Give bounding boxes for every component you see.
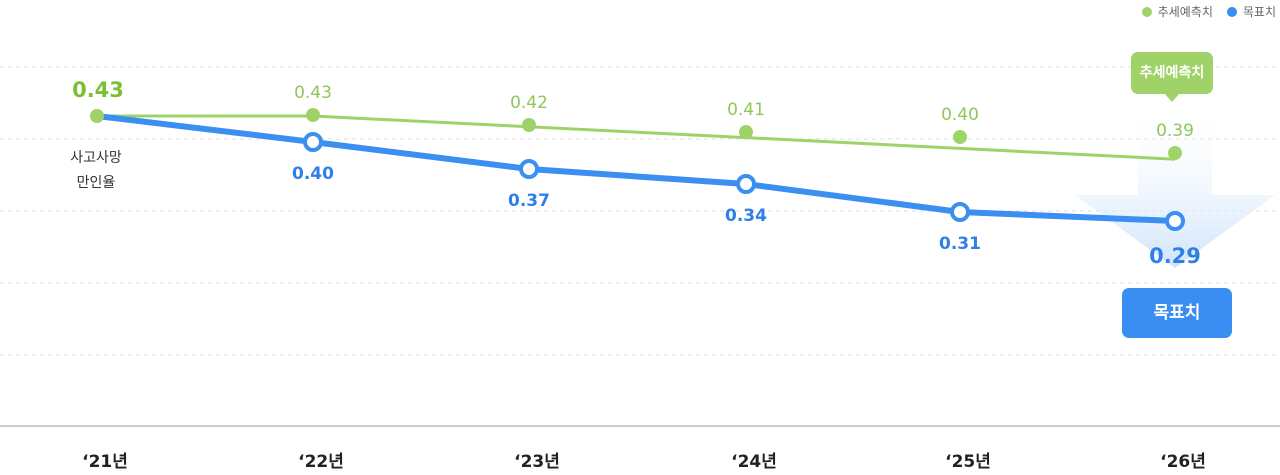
target-arrow xyxy=(1075,100,1275,268)
x-tick-label: ‘22년 xyxy=(298,452,344,472)
target-point xyxy=(950,202,970,222)
target-data-label: 0.29 xyxy=(1149,244,1201,268)
x-axis-ticks: ‘21년 ‘22년 ‘23년 ‘24년 ‘25년 ‘26년 xyxy=(82,452,1206,472)
series-lines xyxy=(90,108,1185,231)
data-labels: 0.43 0.42 0.41 0.40 0.39 0.40 0.37 0.34 0.31 0.29… xyxy=(72,78,1201,268)
grid-lines xyxy=(0,66,1280,427)
trend-data-label: 0.42 xyxy=(510,93,548,113)
down-arrow-shape xyxy=(1075,100,1275,268)
trend-data-label: 0.41 xyxy=(727,100,765,120)
x-tick-label: ‘25년 xyxy=(945,452,991,472)
trend-series-line xyxy=(97,114,1176,161)
target-point xyxy=(736,174,756,194)
y-axis-label: 사고사망 만인율 xyxy=(58,146,134,196)
trend-data-label: 0.43 xyxy=(294,83,332,103)
trend-data-label: 0.39 xyxy=(1156,121,1194,141)
x-tick-label: ‘26년 xyxy=(1160,452,1206,472)
target-callout-badge: 목표치 xyxy=(1122,288,1232,338)
trend-point xyxy=(953,130,967,144)
target-point xyxy=(519,159,539,179)
x-tick-label: ‘21년 xyxy=(82,452,128,472)
legend-dot-target xyxy=(1226,6,1237,17)
target-series-line xyxy=(96,113,1176,224)
y-axis-label-line-1: 사고사망 xyxy=(70,150,122,166)
legend: 추세예측치 목표치 xyxy=(1141,3,1276,20)
trend-point xyxy=(522,118,536,132)
legend-label-trend: 추세예측치 xyxy=(1157,5,1213,19)
legend-item-trend: 추세예측치 xyxy=(1141,3,1213,20)
target-data-label: 0.40 xyxy=(292,164,334,184)
trend-point xyxy=(90,109,104,123)
trend-callout-badge: 추세예측치 xyxy=(1131,52,1213,102)
target-data-label: 0.37 xyxy=(508,191,550,211)
trend-point xyxy=(1168,146,1182,160)
trend-point xyxy=(306,108,320,122)
legend-item-target: 목표치 xyxy=(1226,3,1276,20)
y-axis-label-line-2: 만인율 xyxy=(76,175,116,191)
trend-data-label: 0.40 xyxy=(941,105,979,125)
target-data-label: 0.31 xyxy=(939,234,981,254)
target-data-label: 0.34 xyxy=(725,206,767,226)
x-tick-label: ‘24년 xyxy=(731,452,777,472)
legend-label-target: 목표치 xyxy=(1242,5,1276,19)
legend-dot-trend xyxy=(1141,6,1152,17)
start-value-label: 0.43 xyxy=(72,78,124,102)
target-point xyxy=(1165,211,1185,231)
target-point xyxy=(303,132,323,152)
x-tick-label: ‘23년 xyxy=(514,452,560,472)
trend-point xyxy=(739,125,753,139)
